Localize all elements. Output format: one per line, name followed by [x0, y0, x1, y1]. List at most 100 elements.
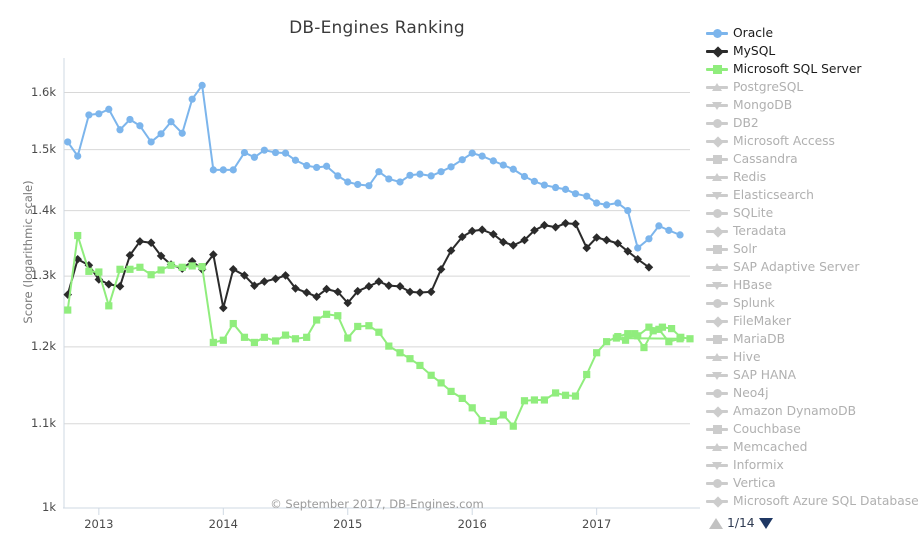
- legend-item-label: Cassandra: [733, 152, 798, 166]
- legend-item-mysql[interactable]: MySQL: [706, 42, 919, 60]
- legend-item-label: MySQL: [733, 44, 776, 58]
- legend-marker-tri-down-icon: [706, 186, 728, 204]
- legend-marker-diamond-icon: [706, 132, 728, 150]
- legend-item-label: Oracle: [733, 26, 774, 40]
- legend-item-label: FileMaker: [733, 314, 792, 328]
- legend-item-mongodb[interactable]: MongoDB: [706, 96, 919, 114]
- legend-page-up-icon[interactable]: [709, 517, 723, 529]
- legend-marker-tri-down-icon: [706, 456, 728, 474]
- x-tick-label: 2017: [582, 517, 612, 531]
- legend-item-label: Redis: [733, 170, 767, 184]
- legend-item-elasticsearch[interactable]: Elasticsearch: [706, 186, 919, 204]
- legend-marker-triangle-icon: [706, 258, 728, 276]
- legend-item-sap-hana[interactable]: SAP HANA: [706, 366, 919, 384]
- legend-item-postgresql[interactable]: PostgreSQL: [706, 78, 919, 96]
- page-title: DB-Engines Ranking: [289, 18, 465, 38]
- legend-item-label: DB2: [733, 116, 759, 130]
- legend-marker-triangle-icon: [706, 348, 728, 366]
- y-tick-label: 1.3k: [31, 268, 56, 283]
- legend-item-microsoft-access[interactable]: Microsoft Access: [706, 132, 919, 150]
- legend-pager: 1/14: [706, 513, 919, 533]
- y-tick-label: 1.4k: [31, 202, 56, 217]
- legend-item-amazon-dynamodb[interactable]: Amazon DynamoDB: [706, 402, 919, 420]
- legend-page-down-icon[interactable]: [758, 517, 773, 529]
- legend-item-redis[interactable]: Redis: [706, 168, 919, 186]
- legend-item-label: Neo4j: [733, 386, 769, 400]
- legend-item-informix[interactable]: Informix: [706, 456, 919, 474]
- chart-svg: [63, 58, 700, 515]
- legend-item-hive[interactable]: Hive: [706, 348, 919, 366]
- y-tick-label: 1k: [42, 500, 56, 514]
- legend-marker-diamond-icon: [706, 402, 728, 420]
- legend-marker-diamond-icon: [706, 42, 728, 60]
- legend-marker-diamond-icon: [706, 492, 728, 510]
- legend-item-teradata[interactable]: Teradata: [706, 222, 919, 240]
- legend-item-microsoft-sql-server[interactable]: Microsoft SQL Server: [706, 60, 919, 78]
- x-tick-label: 2014: [208, 517, 238, 531]
- legend-item-sap-adaptive-server[interactable]: SAP Adaptive Server: [706, 258, 919, 276]
- legend-item-solr[interactable]: Solr: [706, 240, 919, 258]
- legend-item-neo4j[interactable]: Neo4j: [706, 384, 919, 402]
- legend-item-couchbase[interactable]: Couchbase: [706, 420, 919, 438]
- legend-item-microsoft-azure-sql-database[interactable]: Microsoft Azure SQL Database: [706, 492, 919, 510]
- legend-item-label: MariaDB: [733, 332, 786, 346]
- legend-marker-square-icon: [706, 420, 728, 438]
- legend-item-vertica[interactable]: Vertica: [706, 474, 919, 492]
- legend-item-splunk[interactable]: Splunk: [706, 294, 919, 312]
- legend-marker-triangle-icon: [706, 168, 728, 186]
- legend-marker-circle-icon: [706, 24, 728, 42]
- legend-item-label: SAP HANA: [733, 368, 797, 382]
- legend-marker-square-icon: [706, 60, 728, 78]
- legend-marker-tri-down-icon: [706, 366, 728, 384]
- legend-item-label: Vertica: [733, 476, 776, 490]
- chart-plot-area: 1k 1.1k 1.2k 1.3k 1.4k 1.5k 1.6k 2013 2014 2015 2…: [8, 0, 700, 543]
- legend-marker-circle-icon: [706, 384, 728, 402]
- legend-item-sqlite[interactable]: SQLite: [706, 204, 919, 222]
- legend-item-db2[interactable]: DB2: [706, 114, 919, 132]
- y-axis-label: Score (logarithmic scale): [21, 180, 35, 324]
- legend-item-filemaker[interactable]: FileMaker: [706, 312, 919, 330]
- legend-item-label: Microsoft Azure SQL Database: [733, 494, 919, 508]
- x-tick-label: 2016: [457, 517, 487, 531]
- y-axis-tick-labels: 1k 1.1k 1.2k 1.3k 1.4k 1.5k 1.6k: [8, 0, 56, 543]
- legend-page-count: 1/14: [727, 516, 755, 530]
- legend-item-hbase[interactable]: HBase: [706, 276, 919, 294]
- legend-item-label: Microsoft SQL Server: [733, 62, 862, 76]
- legend-item-label: HBase: [733, 278, 773, 292]
- legend-item-cassandra[interactable]: Cassandra: [706, 150, 919, 168]
- legend-item-label: Informix: [733, 458, 784, 472]
- legend-item-memcached[interactable]: Memcached: [706, 438, 919, 456]
- legend-item-label: SAP Adaptive Server: [733, 260, 860, 274]
- x-tick-label: 2015: [333, 517, 363, 531]
- legend-item-label: Couchbase: [733, 422, 801, 436]
- legend-item-label: Solr: [733, 242, 757, 256]
- legend-marker-diamond-icon: [706, 312, 728, 330]
- y-tick-label: 1.2k: [31, 338, 56, 353]
- legend-item-mariadb[interactable]: MariaDB: [706, 330, 919, 348]
- legend-marker-circle-icon: [706, 474, 728, 492]
- legend-item-label: PostgreSQL: [733, 80, 804, 94]
- series-oracle: [64, 81, 684, 252]
- legend-item-label: Teradata: [733, 224, 787, 238]
- legend-marker-tri-down-icon: [706, 96, 728, 114]
- chart-legend: Oracle MySQL Microsoft SQL Server PostgreSQ…: [706, 24, 919, 533]
- legend-marker-diamond-icon: [706, 222, 728, 240]
- legend-item-label: Hive: [733, 350, 761, 364]
- legend-marker-circle-icon: [706, 294, 728, 312]
- legend-item-label: Elasticsearch: [733, 188, 814, 202]
- legend-marker-square-icon: [706, 150, 728, 168]
- series-microsoft-sql-server: [64, 231, 694, 430]
- legend-item-label: Microsoft Access: [733, 134, 835, 148]
- legend-marker-square-icon: [706, 330, 728, 348]
- legend-marker-circle-icon: [706, 114, 728, 132]
- legend-marker-triangle-icon: [706, 78, 728, 96]
- copyright-notice: © September 2017, DB-Engines.com: [270, 497, 484, 511]
- legend-marker-square-icon: [706, 240, 728, 258]
- legend-item-label: Splunk: [733, 296, 775, 310]
- legend-item-oracle[interactable]: Oracle: [706, 24, 919, 42]
- y-tick-label: 1.5k: [31, 141, 56, 156]
- legend-item-label: Memcached: [733, 440, 808, 454]
- legend-marker-triangle-icon: [706, 438, 728, 456]
- legend-item-label: MongoDB: [733, 98, 793, 112]
- series-mysql: [63, 218, 654, 313]
